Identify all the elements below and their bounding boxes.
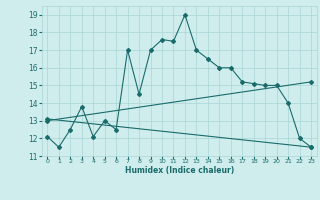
X-axis label: Humidex (Indice chaleur): Humidex (Indice chaleur)	[124, 166, 234, 175]
